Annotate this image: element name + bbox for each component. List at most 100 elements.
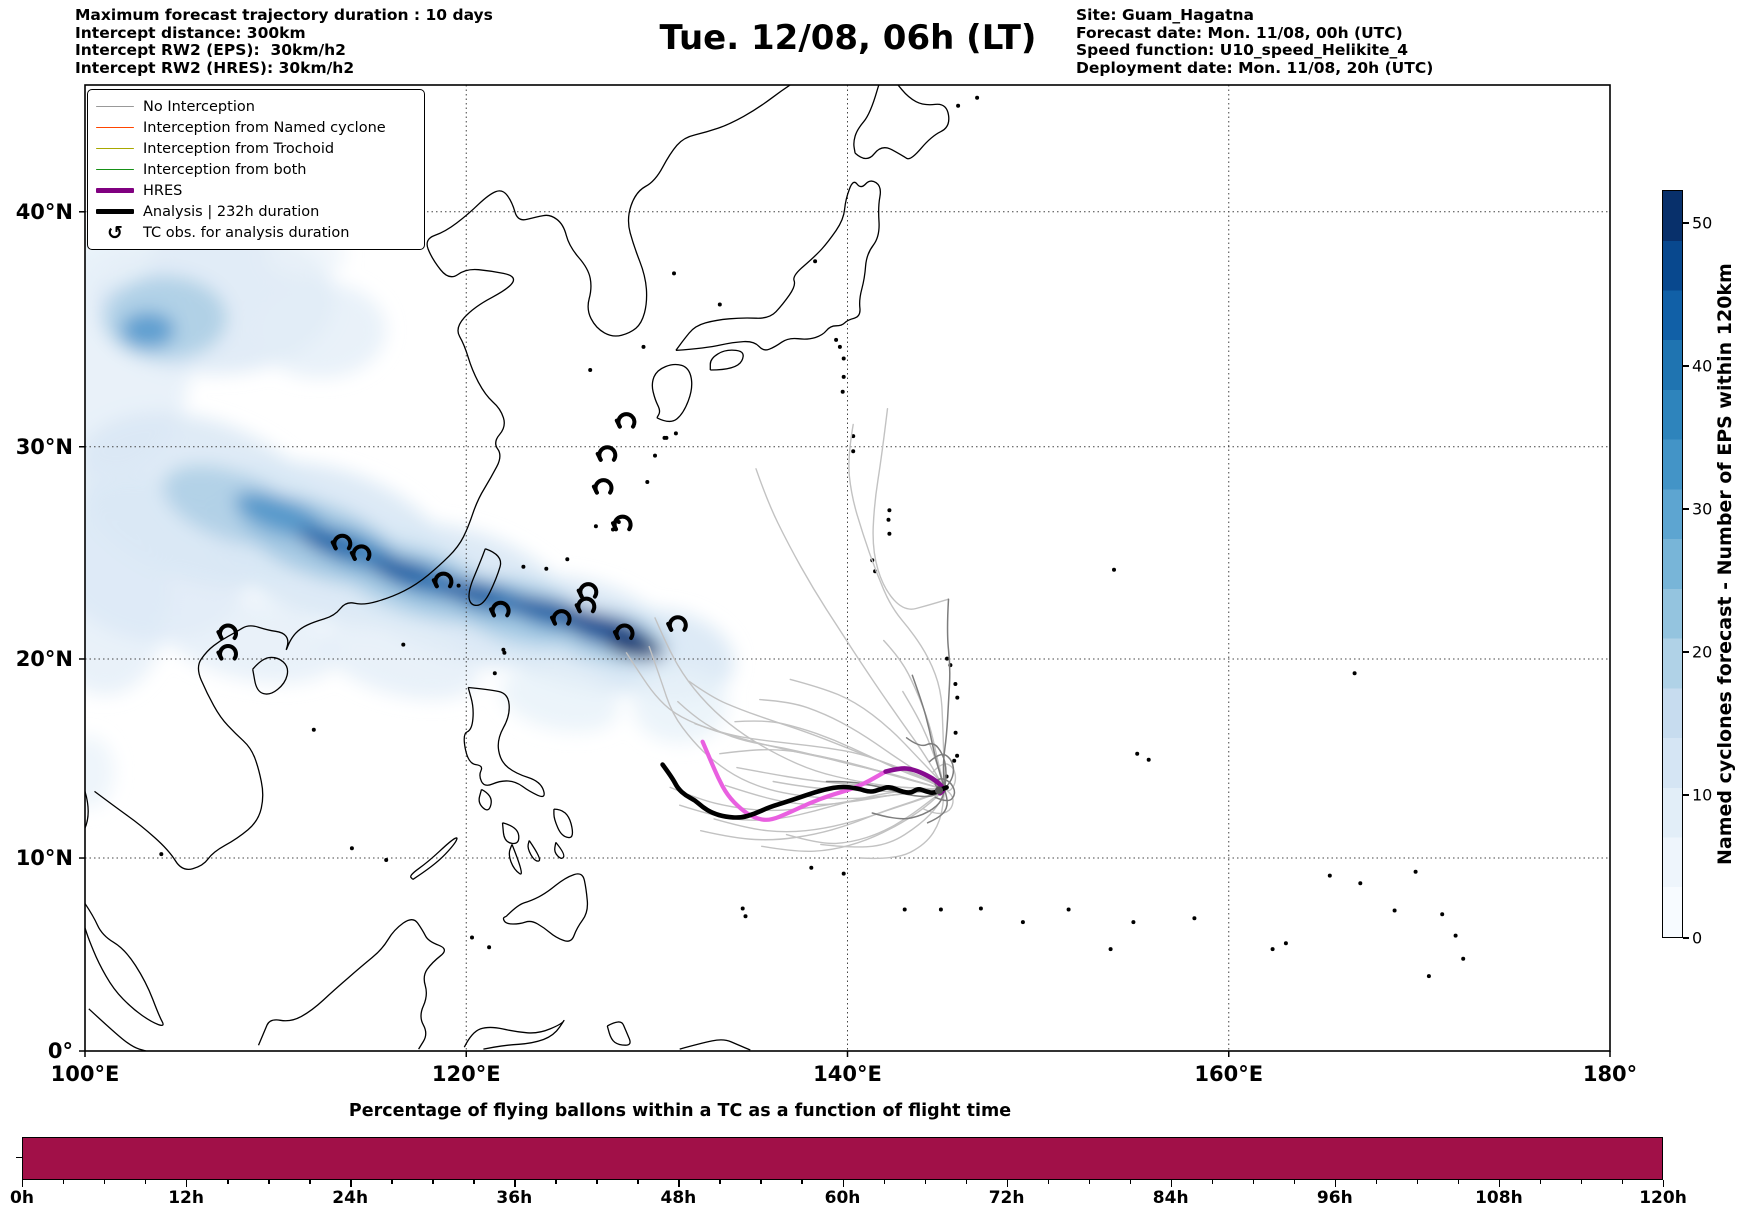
colorbar-tick-label: 30 (1692, 499, 1713, 519)
colorbar-tick-label: 10 (1692, 785, 1713, 805)
legend-item: Interception from Trochoid (96, 138, 414, 159)
tc-obs-icon (666, 615, 688, 632)
strip-tick-label: 84h (1152, 1188, 1189, 1208)
strip-tick-label: 108h (1475, 1188, 1523, 1208)
strip-minor-tick (432, 1180, 434, 1184)
strip-chart-bar (22, 1137, 1663, 1180)
legend-line-swatch (96, 209, 134, 214)
colorbar-tick (1683, 937, 1689, 939)
legend-label: Interception from Named cyclone (143, 119, 386, 136)
strip-minor-tick (760, 1180, 762, 1184)
strip-tick-label: 12h (168, 1188, 204, 1208)
strip-minor-tick (104, 1180, 106, 1184)
strip-minor-tick (309, 1180, 311, 1184)
colorbar-tick (1683, 794, 1689, 796)
legend-item: HRES (96, 180, 414, 201)
info-line: Intercept RW2 (EPS): 30km/h2 (75, 41, 346, 59)
colorbar-tick-label: 50 (1692, 213, 1713, 233)
strip-tick-label: 48h (660, 1188, 697, 1208)
legend-box: No Interception Interception from Named c… (87, 89, 425, 250)
strip-major-tick (1006, 1180, 1008, 1187)
strip-major-tick (350, 1180, 352, 1187)
strip-major-tick (22, 1180, 24, 1187)
tc-obs-icon (489, 600, 511, 618)
colorbar-tick (1683, 508, 1689, 510)
hres-track (700, 739, 888, 822)
strip-minor-tick (63, 1180, 65, 1184)
x-tick-label: 100°E (51, 1062, 120, 1086)
info-line: Deployment date: Mon. 11/08, 20h (UTC) (1076, 58, 1434, 77)
strip-minor-tick (1539, 1180, 1542, 1184)
tc-obs-icon (614, 412, 637, 429)
strip-minor-tick (883, 1180, 885, 1184)
eps-density-shading (85, 226, 735, 808)
strip-tick-label: 0h (10, 1188, 34, 1208)
strip-minor-tick (596, 1180, 598, 1184)
legend-item: Interception from both (96, 159, 414, 180)
x-tick-label: 180° (1583, 1062, 1637, 1086)
tc-obs-icon: ↺ (107, 221, 123, 244)
map-axis-labels: 100°E 120°E 140°E 160°E 180° 0° 10°N 20°N 30°N 40… (16, 200, 1637, 1086)
legend-label: TC obs. for analysis duration (143, 224, 350, 241)
strip-minor-tick (1047, 1180, 1050, 1184)
info-line: Site: Guam_Hagatna (1076, 6, 1255, 24)
info-line: Forecast date: Mon. 11/08, 00h (UTC) (1076, 23, 1403, 42)
run-settings-text: Maximum forecast trajectory duration : 1… (75, 6, 493, 77)
strip-minor-tick (145, 1180, 147, 1184)
convergence-point (935, 786, 943, 795)
strip-minor-tick (801, 1180, 803, 1184)
strip-tick-label: 96h (1316, 1188, 1353, 1208)
legend-label: Interception from Trochoid (143, 140, 335, 157)
legend-item: Interception from Named cyclone (96, 117, 414, 138)
graticule (85, 85, 1610, 1051)
colorbar-label: Named cyclones forecast - Number of EPS … (1714, 263, 1736, 865)
tc-obs-icon (216, 644, 238, 661)
strip-minor-tick (1416, 1180, 1419, 1184)
info-line: Speed function: U10_speed_Helikite_4 (1076, 41, 1409, 59)
page-title: Tue. 12/08, 06h (LT) (659, 18, 1037, 58)
strip-tick-label: 24h (332, 1188, 369, 1208)
y-tick-label: 20°N (16, 647, 73, 671)
legend-item: ↺ TC obs. for analysis duration (96, 222, 414, 243)
legend-label: HRES (143, 182, 183, 199)
x-tick-label: 120°E (432, 1062, 501, 1086)
island-dots (159, 95, 1466, 979)
legend-label: Interception from both (143, 161, 307, 178)
strip-minor-tick (1293, 1180, 1296, 1184)
strip-major-tick (1170, 1180, 1173, 1187)
colorbar-tick-label: 40 (1692, 356, 1713, 376)
forecast-info-text: Site: Guam_Hagatna Forecast date: Mon. 11… (1076, 6, 1434, 77)
colorbar-tick (1683, 222, 1689, 224)
legend-line-swatch (96, 147, 134, 150)
strip-minor-tick (719, 1180, 721, 1184)
colorbar-tick-label: 0 (1692, 928, 1703, 948)
strip-minor-tick (1129, 1180, 1132, 1184)
strip-major-tick (678, 1180, 680, 1187)
strip-minor-tick (268, 1180, 270, 1184)
strip-chart-title: Percentage of flying ballons within a TC… (348, 1101, 1012, 1121)
strip-minor-tick (1580, 1180, 1583, 1184)
strip-minor-tick (555, 1180, 557, 1184)
tc-obs-icon (574, 596, 597, 614)
x-tick-label: 160°E (1194, 1062, 1263, 1086)
strip-major-tick (186, 1180, 188, 1187)
legend-item: Analysis | 232h duration (96, 201, 414, 222)
strip-minor-tick (1088, 1180, 1091, 1184)
legend-item: No Interception (96, 96, 414, 117)
strip-minor-tick (1621, 1180, 1624, 1184)
strip-chart-ytick (16, 1157, 22, 1159)
strip-minor-tick (924, 1180, 926, 1184)
tc-obs-icon (576, 582, 599, 599)
strip-major-tick (1498, 1180, 1501, 1187)
analysis-track (660, 762, 949, 820)
colorbar-tick (1683, 651, 1689, 653)
strip-minor-tick (227, 1180, 229, 1184)
coastlines (85, 85, 950, 1051)
colorbar-tick (1683, 365, 1689, 367)
tc-obs-icon (216, 623, 238, 640)
y-tick-label: 0° (48, 1039, 73, 1063)
strip-minor-tick (391, 1180, 393, 1184)
legend-label: Analysis | 232h duration (143, 203, 320, 220)
legend-line-swatch (96, 105, 134, 108)
